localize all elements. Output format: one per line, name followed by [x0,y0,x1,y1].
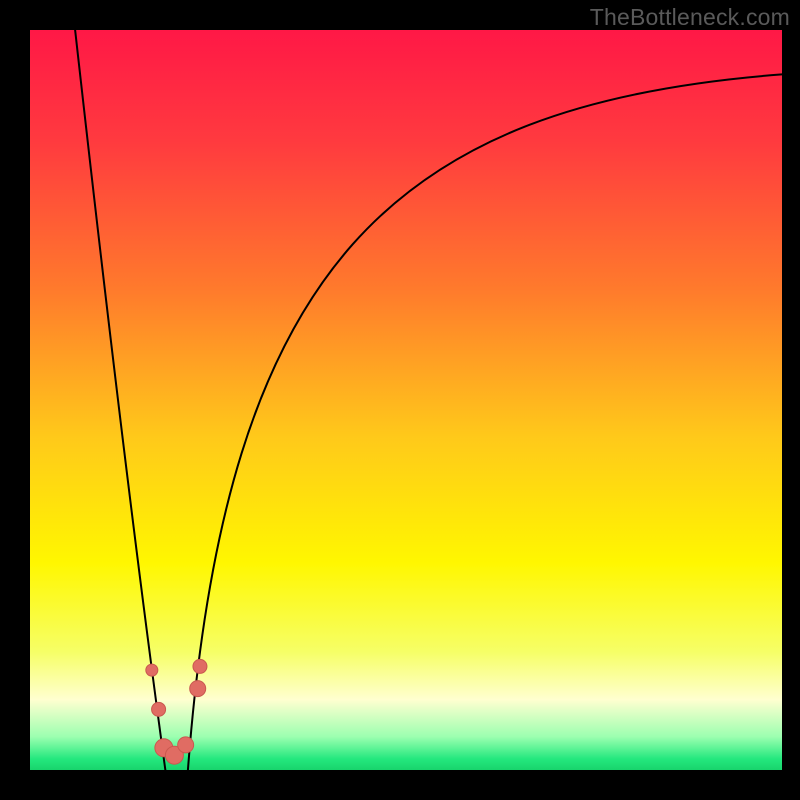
chart-svg [0,0,800,800]
data-marker [146,664,158,676]
bottleneck-chart: TheBottleneck.com [0,0,800,800]
data-marker [190,681,206,697]
data-marker [152,702,166,716]
plot-background [30,30,782,770]
data-marker [178,737,194,753]
data-marker [193,659,207,673]
